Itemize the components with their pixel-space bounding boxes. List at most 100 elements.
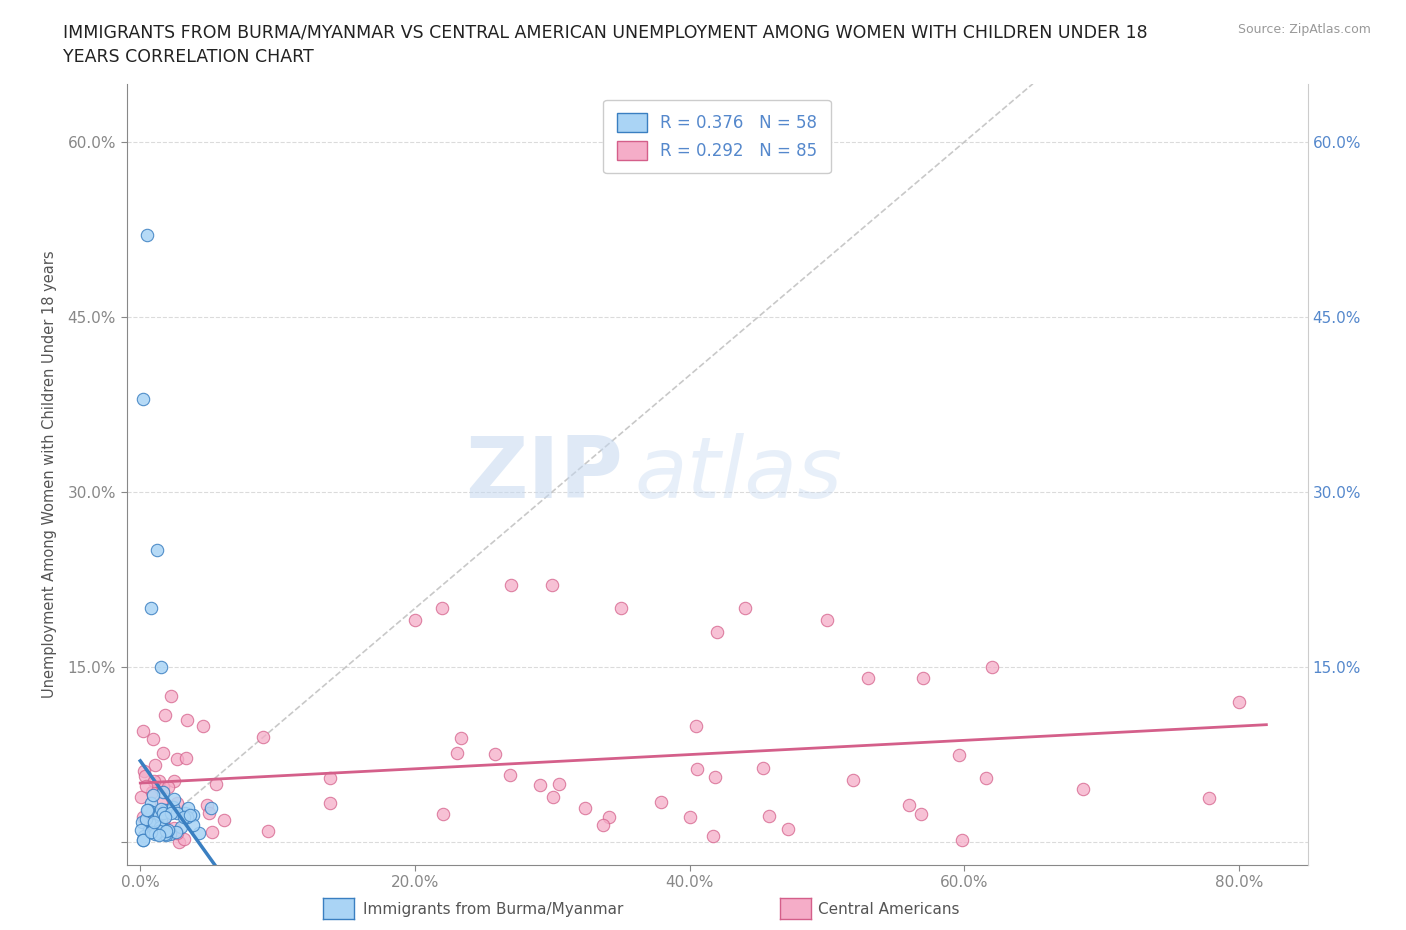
Point: [948, 748, 970, 763]
Point: [160, 805, 183, 820]
Point: [1071, 781, 1094, 796]
Y-axis label: Unemployment Among Women with Children Under 18 years: Unemployment Among Women with Children U…: [42, 250, 56, 698]
Point: [432, 601, 454, 616]
Point: [176, 751, 198, 765]
Point: [156, 780, 179, 795]
Point: [135, 812, 157, 827]
Point: [758, 808, 780, 823]
Point: [679, 809, 702, 824]
Point: [1198, 790, 1220, 805]
Point: [910, 806, 932, 821]
Point: [404, 613, 426, 628]
Point: [155, 810, 177, 825]
Point: [142, 731, 165, 746]
Point: [150, 795, 173, 810]
Point: [167, 834, 190, 849]
Point: [149, 819, 172, 834]
Point: [734, 601, 756, 616]
Point: [179, 808, 201, 823]
Point: [143, 774, 166, 789]
Point: [148, 824, 170, 839]
Point: [142, 808, 165, 823]
Point: [529, 777, 551, 792]
Point: [170, 819, 193, 834]
Point: [152, 779, 174, 794]
Point: [150, 819, 173, 834]
Point: [856, 671, 879, 685]
Point: [141, 804, 163, 819]
Point: [138, 823, 160, 838]
Point: [183, 807, 205, 822]
Point: [446, 746, 468, 761]
Point: [143, 817, 166, 831]
Point: [706, 624, 728, 639]
Point: [685, 719, 707, 734]
Point: [148, 774, 170, 789]
Point: [598, 809, 620, 824]
Point: [129, 823, 152, 838]
Point: [155, 707, 177, 722]
Point: [148, 779, 170, 794]
Point: [143, 810, 166, 825]
Point: [574, 801, 596, 816]
Text: IMMIGRANTS FROM BURMA/MYANMAR VS CENTRAL AMERICAN UNEMPLOYMENT AMONG WOMEN WITH : IMMIGRANTS FROM BURMA/MYANMAR VS CENTRAL…: [63, 23, 1147, 41]
Point: [149, 812, 172, 827]
Point: [143, 827, 166, 842]
Point: [176, 712, 198, 727]
Point: [132, 809, 155, 824]
Point: [703, 770, 725, 785]
Point: [153, 803, 176, 817]
Text: Immigrants from Burma/Myanmar: Immigrants from Burma/Myanmar: [363, 902, 623, 917]
Point: [976, 770, 998, 785]
Point: [432, 806, 454, 821]
Point: [541, 578, 564, 592]
Point: [139, 825, 162, 840]
Point: [163, 774, 186, 789]
Point: [499, 767, 522, 782]
Legend: R = 0.376   N = 58, R = 0.292   N = 85: R = 0.376 N = 58, R = 0.292 N = 85: [603, 100, 831, 173]
Point: [166, 805, 188, 820]
Point: [841, 773, 863, 788]
Point: [543, 790, 565, 804]
Point: [148, 806, 170, 821]
Point: [153, 812, 176, 827]
Text: Source: ZipAtlas.com: Source: ZipAtlas.com: [1237, 23, 1371, 36]
Point: [193, 718, 215, 733]
Point: [897, 797, 920, 812]
Point: [145, 809, 167, 824]
Point: [129, 790, 152, 804]
Point: [157, 803, 180, 817]
Point: [155, 823, 177, 838]
Point: [134, 769, 156, 784]
Point: [145, 542, 167, 557]
Point: [212, 813, 235, 828]
Point: [200, 801, 222, 816]
Point: [139, 795, 162, 810]
Point: [131, 815, 153, 830]
Point: [499, 578, 522, 592]
Point: [143, 825, 166, 840]
Point: [752, 761, 775, 776]
Point: [318, 771, 340, 786]
Point: [150, 820, 173, 835]
Point: [143, 817, 166, 832]
Point: [132, 764, 155, 778]
Point: [686, 762, 709, 777]
Point: [1227, 694, 1250, 709]
Point: [319, 795, 342, 810]
Point: [980, 659, 1002, 674]
Point: [163, 821, 186, 836]
Point: [136, 803, 159, 817]
Text: atlas: atlas: [634, 432, 842, 516]
Point: [950, 832, 973, 847]
Point: [132, 392, 155, 406]
Point: [195, 798, 218, 813]
Point: [159, 826, 181, 841]
Point: [201, 824, 224, 839]
Text: Central Americans: Central Americans: [818, 902, 960, 917]
Point: [815, 613, 838, 628]
Point: [252, 729, 274, 744]
Point: [145, 818, 167, 833]
Point: [484, 746, 506, 761]
Point: [132, 832, 155, 847]
